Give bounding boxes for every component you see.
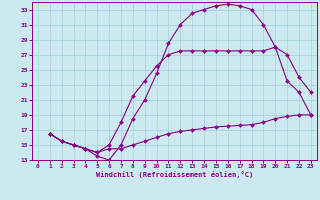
X-axis label: Windchill (Refroidissement éolien,°C): Windchill (Refroidissement éolien,°C) <box>96 171 253 178</box>
